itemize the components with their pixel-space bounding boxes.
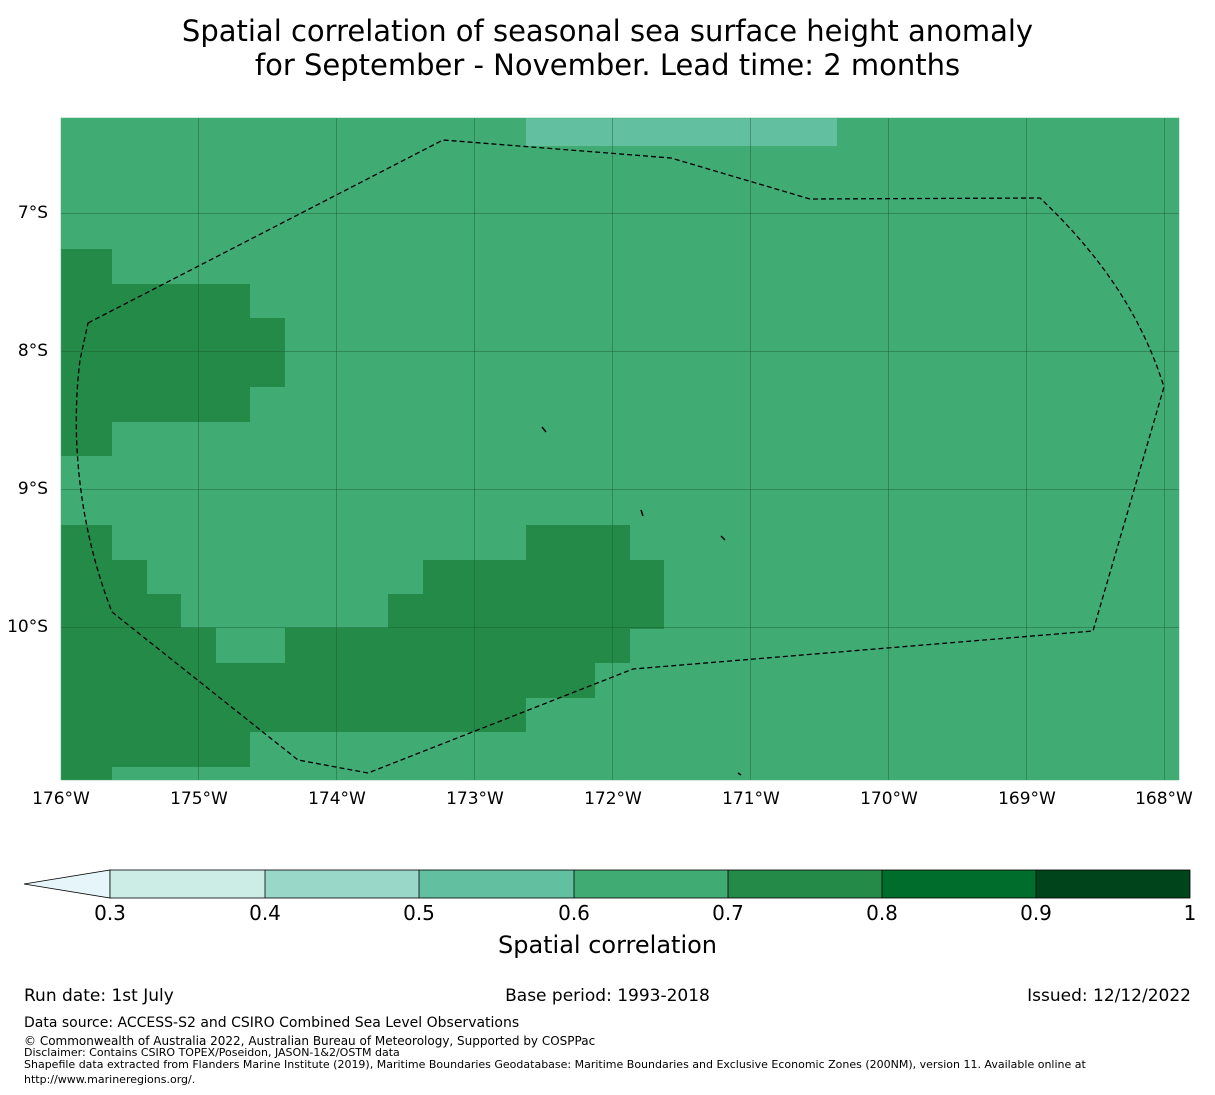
island-marks: [541, 426, 742, 776]
colorbar-bin-0.8-0.9: [882, 870, 1036, 898]
colorbar-tick: 0.9: [1020, 901, 1052, 925]
colorbar-tick: 0.4: [249, 901, 281, 925]
colorbar-tick: 0.7: [712, 901, 744, 925]
colorbar: [23, 869, 1191, 899]
data-source: Data source: ACCESS-S2 and CSIRO Combine…: [24, 1015, 520, 1031]
colorbar-tick: 0.5: [403, 901, 435, 925]
title-line-2: for September - November. Lead time: 2 m…: [254, 48, 961, 82]
lon-label-175W: 175°W: [170, 789, 228, 809]
lon-label-173W: 173°W: [446, 789, 504, 809]
map-cell-0.5-0.6: [526, 118, 837, 146]
run-date: Run date: 1st July: [24, 986, 174, 1006]
colorbar-tick: 0.8: [866, 901, 898, 925]
colorbar-bin-0.5-0.6: [419, 870, 574, 898]
disclaimer: Disclaimer: Contains CSIRO TOPEX/Poseido…: [24, 1046, 400, 1059]
colorbar-label: Spatial correlation: [497, 931, 718, 959]
map-gridlines: [61, 118, 1179, 780]
colorbar-bin-0.6-0.7: [574, 870, 728, 898]
chart-title: Spatial correlation of seasonal sea surf…: [0, 14, 1215, 82]
colorbar-bin-0.7-0.8: [728, 870, 882, 898]
lat-label-8S: 8°S: [17, 341, 48, 361]
lat-label-10S: 10°S: [7, 617, 48, 637]
issued-date: Issued: 12/12/2022: [1027, 986, 1191, 1006]
colorbar-bin-0.4-0.5: [265, 870, 419, 898]
map-frame: [60, 117, 1180, 781]
colorbar-bin-0.3-0.4: [110, 870, 265, 898]
lon-label-168W: 168°W: [1135, 789, 1193, 809]
eez-boundary: [75, 139, 1165, 774]
shapefile-credit-line2: http://www.marineregions.org/.: [24, 1073, 196, 1086]
shapefile-credit-line1: Shapefile data extracted from Flanders M…: [24, 1058, 1086, 1071]
lon-label-170W: 170°W: [860, 789, 918, 809]
base-period: Base period: 1993-2018: [505, 986, 710, 1006]
lat-label-9S: 9°S: [17, 479, 48, 499]
map-cells-0.7-0.8-west: [61, 249, 285, 456]
lon-label-174W: 174°W: [308, 789, 366, 809]
lon-label-172W: 172°W: [584, 789, 642, 809]
lon-label-176W: 176°W: [32, 789, 90, 809]
copyright-notice: © Commonwealth of Australia 2022, Austra…: [24, 1034, 596, 1048]
colorbar-extend-arrow: [23, 869, 111, 899]
colorbar-tick: 0.3: [94, 901, 126, 925]
title-line-1: Spatial correlation of seasonal sea surf…: [181, 14, 1034, 48]
colorbar-tick: 1: [1183, 901, 1197, 925]
lon-label-171W: 171°W: [722, 789, 780, 809]
lat-label-7S: 7°S: [17, 203, 48, 223]
colorbar-bin-0.9-1: [1036, 870, 1190, 898]
colorbar-tick: 0.6: [558, 901, 590, 925]
lon-label-169W: 169°W: [998, 789, 1056, 809]
